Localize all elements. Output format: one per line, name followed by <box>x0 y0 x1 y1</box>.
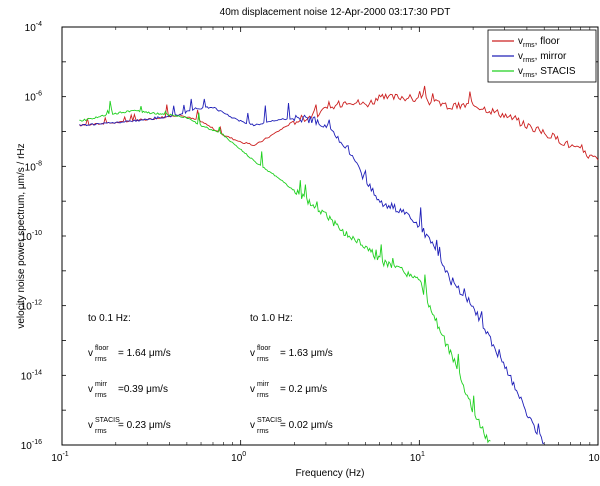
plot-frame <box>61 26 599 446</box>
annotation-subscript: rms <box>95 392 107 399</box>
series-line <box>79 85 599 161</box>
x-tick-label: 102 <box>588 451 600 464</box>
series-line <box>79 100 491 444</box>
annotation-row: v <box>88 420 93 431</box>
annotation-subscript: rms <box>95 428 107 435</box>
annotation-value: = 1.63 μm/s <box>280 348 333 359</box>
annotation-header: to 1.0 Hz: <box>250 313 293 324</box>
y-tick-label: 10-14 <box>21 369 42 382</box>
y-tick-label: 10-16 <box>21 439 42 452</box>
annotation-header: to 0.1 Hz: <box>88 313 131 324</box>
y-tick-label: 10-4 <box>25 21 42 34</box>
annotation-row: v <box>88 348 93 359</box>
annotation-superscript: floor <box>95 345 109 352</box>
y-axis-label: velocity noise power spectrum, μm/s / rH… <box>16 143 27 328</box>
series-group <box>79 85 599 444</box>
x-tick-label: 100 <box>231 451 246 464</box>
annotation-subscript: rms <box>257 356 269 363</box>
series-line <box>79 98 545 444</box>
annotation-row: v <box>250 348 255 359</box>
annotation-row: v <box>250 420 255 431</box>
annotation-superscript: mirr <box>257 381 270 388</box>
annotation-value: = 0.2 μm/s <box>280 384 327 395</box>
annotation-value: =0.39 μm/s <box>118 384 168 395</box>
annotation-superscript: STACIS <box>257 417 282 424</box>
annotation-superscript: floor <box>257 345 271 352</box>
x-tick-label: 101 <box>410 451 425 464</box>
x-tick-labels: 10-1 100 101 102 <box>51 451 600 464</box>
y-tick-label: 10-8 <box>25 160 42 173</box>
annotation-subscript: rms <box>95 356 107 363</box>
x-axis-label: Frequency (Hz) <box>296 468 365 479</box>
annotation-superscript: STACIS <box>95 417 120 424</box>
chart-title: 40m displacement noise 12-Apr-2000 03:17… <box>220 7 451 18</box>
annotation-row: v <box>250 384 255 395</box>
annotation-superscript: mirr <box>95 381 108 388</box>
y-tick-label: 10-6 <box>25 91 42 104</box>
axis-ticks <box>61 26 599 446</box>
annotation-value: = 0.23 μm/s <box>118 420 171 431</box>
annotation-subscript: rms <box>257 428 269 435</box>
annotation-subscript: rms <box>257 392 269 399</box>
annotation-value: = 0.02 μm/s <box>280 420 333 431</box>
annotation-value: = 1.64 μm/s <box>118 348 171 359</box>
x-tick-label: 10-1 <box>51 451 68 464</box>
annotation-row: v <box>88 384 93 395</box>
